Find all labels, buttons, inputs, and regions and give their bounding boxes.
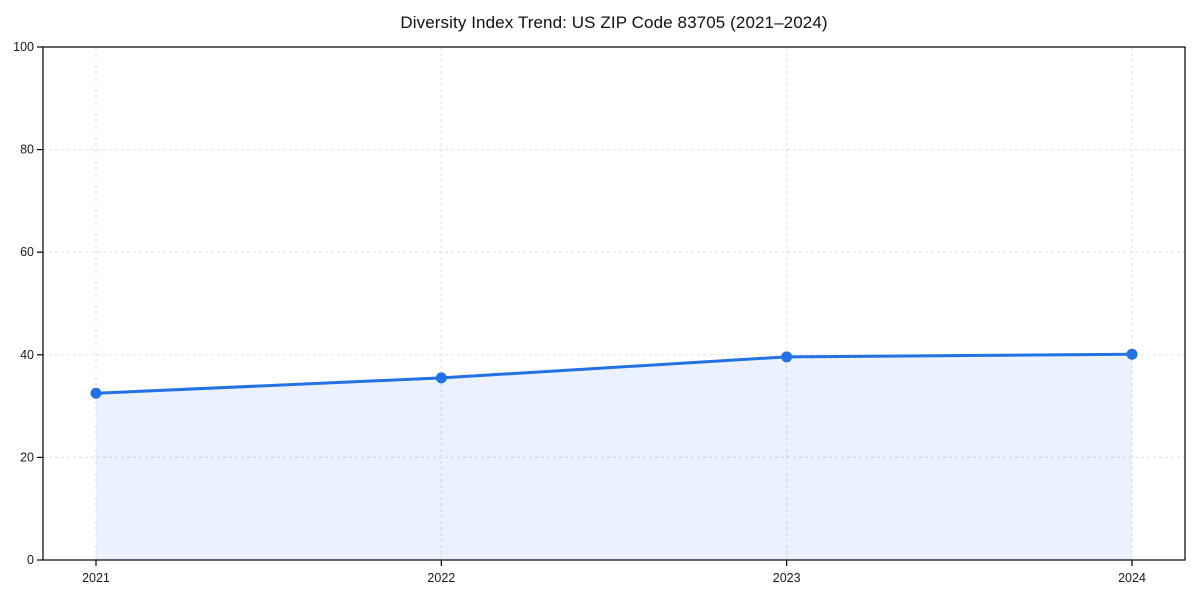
chart-title: Diversity Index Trend: US ZIP Code 83705… <box>400 13 828 32</box>
trend-line <box>94 352 1134 395</box>
y-tick-label: 0 <box>27 553 34 567</box>
y-tick-label: 80 <box>20 143 34 157</box>
data-point-marker <box>435 372 447 384</box>
x-tick-label: 2022 <box>427 571 455 585</box>
y-tick-label: 40 <box>20 348 34 362</box>
y-tick-label: 60 <box>20 245 34 259</box>
tick-marks <box>37 46 1133 566</box>
x-tick-label: 2021 <box>82 571 110 585</box>
tick-labels: 0 20 40 60 80 100 2021 2022 2023 2024 <box>13 40 1146 585</box>
y-tick-label: 100 <box>13 40 34 54</box>
data-point-marker <box>781 351 793 363</box>
data-point-marker <box>1126 348 1138 360</box>
x-tick-label: 2024 <box>1118 571 1146 585</box>
area-fill <box>95 354 1133 560</box>
gridlines <box>43 47 1185 560</box>
y-tick-label: 20 <box>20 450 34 464</box>
plot-border <box>42 46 1186 561</box>
x-tick-label: 2023 <box>773 571 801 585</box>
data-points <box>90 348 1138 399</box>
data-point-marker <box>90 387 102 399</box>
